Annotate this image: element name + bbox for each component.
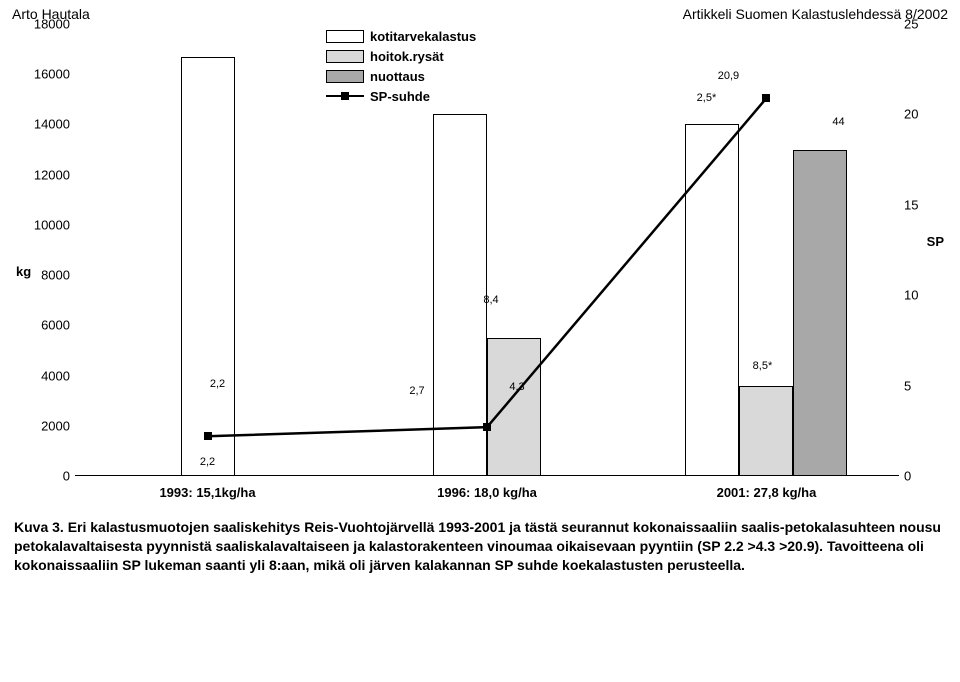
y-right-tick: 20 [904, 107, 948, 122]
y-left-tick: 10000 [12, 217, 70, 232]
x-axis-label: 1993: 15,1kg/ha [159, 485, 255, 500]
sp-label: 2,2 [210, 378, 225, 390]
header: Arto Hautala Artikkeli Suomen Kalastusle… [0, 0, 960, 24]
y-left-tick: 12000 [12, 167, 70, 182]
data-label: 4,3 [509, 381, 524, 393]
data-label: 8,5* [753, 360, 773, 372]
data-label: 44 [832, 116, 844, 128]
y-right-title: SP [927, 234, 944, 249]
y-left-tick: 4000 [12, 368, 70, 383]
y-left-tick: 0 [12, 469, 70, 484]
y-left-tick: 6000 [12, 318, 70, 333]
y-right-tick: 0 [904, 469, 948, 484]
sp-marker [762, 94, 770, 102]
y-left-tick: 18000 [12, 17, 70, 32]
y-right-tick: 5 [904, 378, 948, 393]
sp-marker [204, 432, 212, 440]
x-axis-label: 2001: 27,8 kg/ha [717, 485, 817, 500]
chart: kg SP kotitarvekalastus hoitok.rysät nuo… [12, 24, 948, 510]
y-left-tick: 8000 [12, 268, 70, 283]
data-label: 8,4 [483, 294, 498, 306]
data-label: 2,5* [697, 92, 717, 104]
y-right-tick: 15 [904, 197, 948, 212]
figure-caption: Kuva 3. Eri kalastusmuotojen saaliskehit… [0, 514, 960, 575]
sp-line [76, 24, 898, 476]
y-left-tick: 16000 [12, 67, 70, 82]
sp-label: 2,2 [200, 456, 215, 468]
sp-label: 20,9 [718, 70, 739, 82]
sp-label: 2,7 [409, 385, 424, 397]
y-left-tick: 14000 [12, 117, 70, 132]
y-left-tick: 2000 [12, 418, 70, 433]
x-axis-label: 1996: 18,0 kg/ha [437, 485, 537, 500]
sp-marker [483, 423, 491, 431]
y-right-tick: 25 [904, 17, 948, 32]
plot-area: kotitarvekalastus hoitok.rysät nuottaus … [76, 24, 898, 476]
y-right-tick: 10 [904, 288, 948, 303]
